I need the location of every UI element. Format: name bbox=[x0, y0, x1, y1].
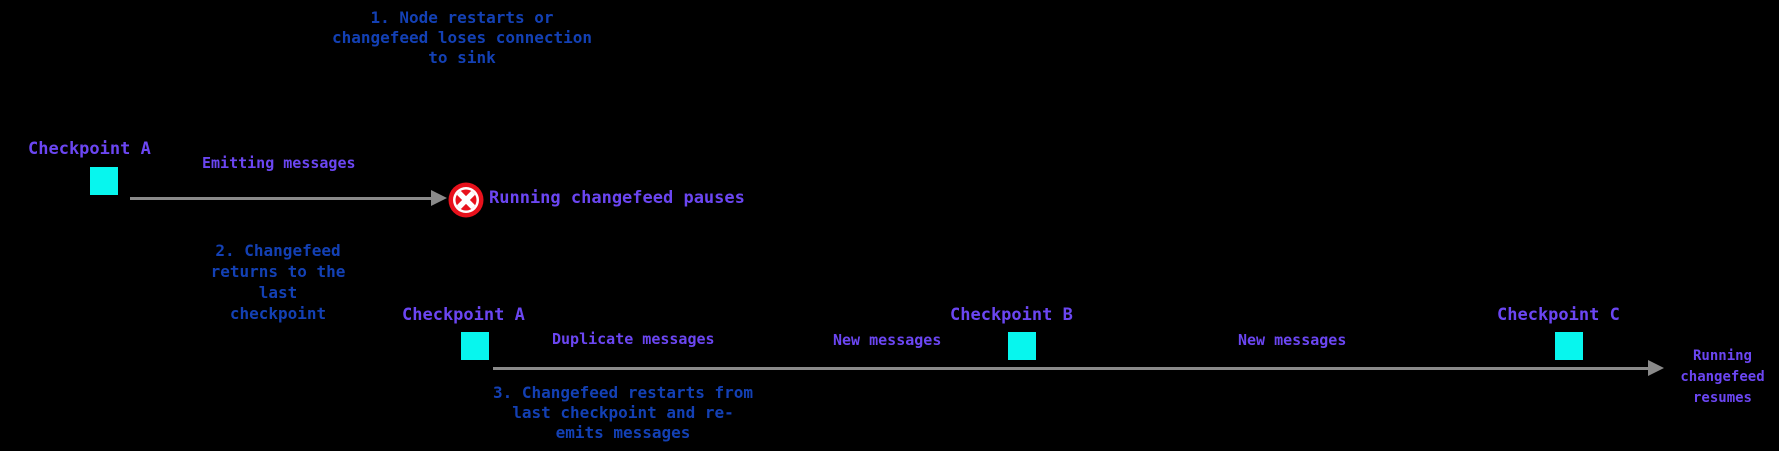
checkpoint-c-marker bbox=[1555, 332, 1583, 360]
checkpoint-b-marker bbox=[1008, 332, 1036, 360]
resume-arrowhead-icon bbox=[1648, 360, 1664, 376]
duplicate-messages-label: Duplicate messages bbox=[552, 330, 715, 348]
resume-timeline-line bbox=[493, 367, 1648, 370]
checkpoint-c-label: Checkpoint C bbox=[1497, 305, 1620, 325]
checkpoint-a-marker-top bbox=[90, 167, 118, 195]
checkpoint-a-label-top: Checkpoint A bbox=[28, 139, 151, 159]
new-messages-1-label: New messages bbox=[833, 331, 942, 349]
checkpoint-a-marker-bottom bbox=[461, 332, 489, 360]
step1-note: 1. Node restarts or changefeed loses con… bbox=[331, 8, 593, 67]
checkpoint-a-label-bottom: Checkpoint A bbox=[402, 305, 525, 325]
pause-arrowhead-icon bbox=[431, 190, 447, 206]
pause-label: Running changefeed pauses bbox=[489, 188, 745, 208]
pause-arrow-line bbox=[130, 197, 432, 200]
step2-note: 2. Changefeed returns to the last checkp… bbox=[210, 241, 346, 323]
checkpoint-b-label: Checkpoint B bbox=[950, 305, 1073, 325]
emitting-messages-label: Emitting messages bbox=[202, 154, 356, 172]
new-messages-2-label: New messages bbox=[1238, 331, 1347, 349]
step3-note: 3. Changefeed restarts from last checkpo… bbox=[492, 383, 754, 442]
changefeed-pause-error-icon bbox=[448, 182, 484, 218]
resume-label: Running changefeed resumes bbox=[1680, 348, 1765, 406]
